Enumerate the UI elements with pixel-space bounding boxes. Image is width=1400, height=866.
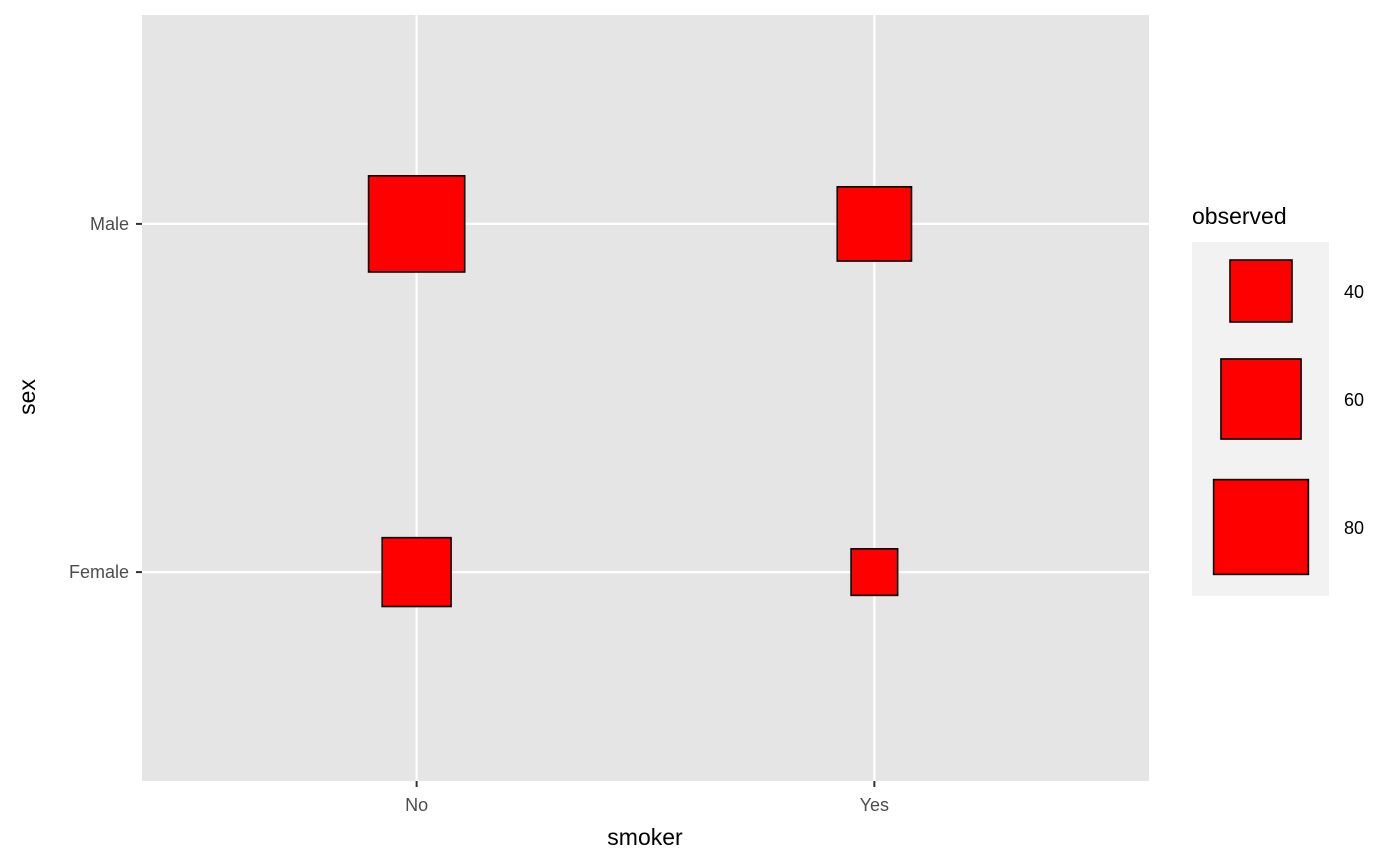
data-points xyxy=(367,175,913,608)
legend-key-marker xyxy=(1220,358,1302,440)
legend: observed 40 60 80 xyxy=(1192,203,1364,596)
y-tick-labels: Female Male xyxy=(69,214,129,582)
x-tick-labels: No Yes xyxy=(405,795,889,815)
x-tick-label: No xyxy=(405,795,428,815)
legend-key-label: 80 xyxy=(1344,518,1364,538)
point-marker xyxy=(850,548,899,597)
legend-keys: 40 60 80 xyxy=(1212,259,1364,576)
x-tick-label: Yes xyxy=(860,795,889,815)
legend-key-marker xyxy=(1229,259,1293,323)
legend-key-marker xyxy=(1212,478,1310,576)
y-tick-label: Female xyxy=(69,562,129,582)
axis-ticks xyxy=(136,222,876,787)
legend-key-label: 60 xyxy=(1344,390,1364,410)
point-marker xyxy=(367,175,466,273)
legend-key-label: 40 xyxy=(1344,282,1364,302)
legend-title: observed xyxy=(1192,203,1287,229)
y-tick-label: Male xyxy=(90,214,129,234)
plot-panel xyxy=(142,15,1149,781)
point-marker xyxy=(381,536,452,608)
y-axis-title: sex xyxy=(14,379,40,415)
point-marker xyxy=(836,185,913,262)
grid-lines xyxy=(142,15,1149,781)
x-axis-title: smoker xyxy=(607,824,683,850)
